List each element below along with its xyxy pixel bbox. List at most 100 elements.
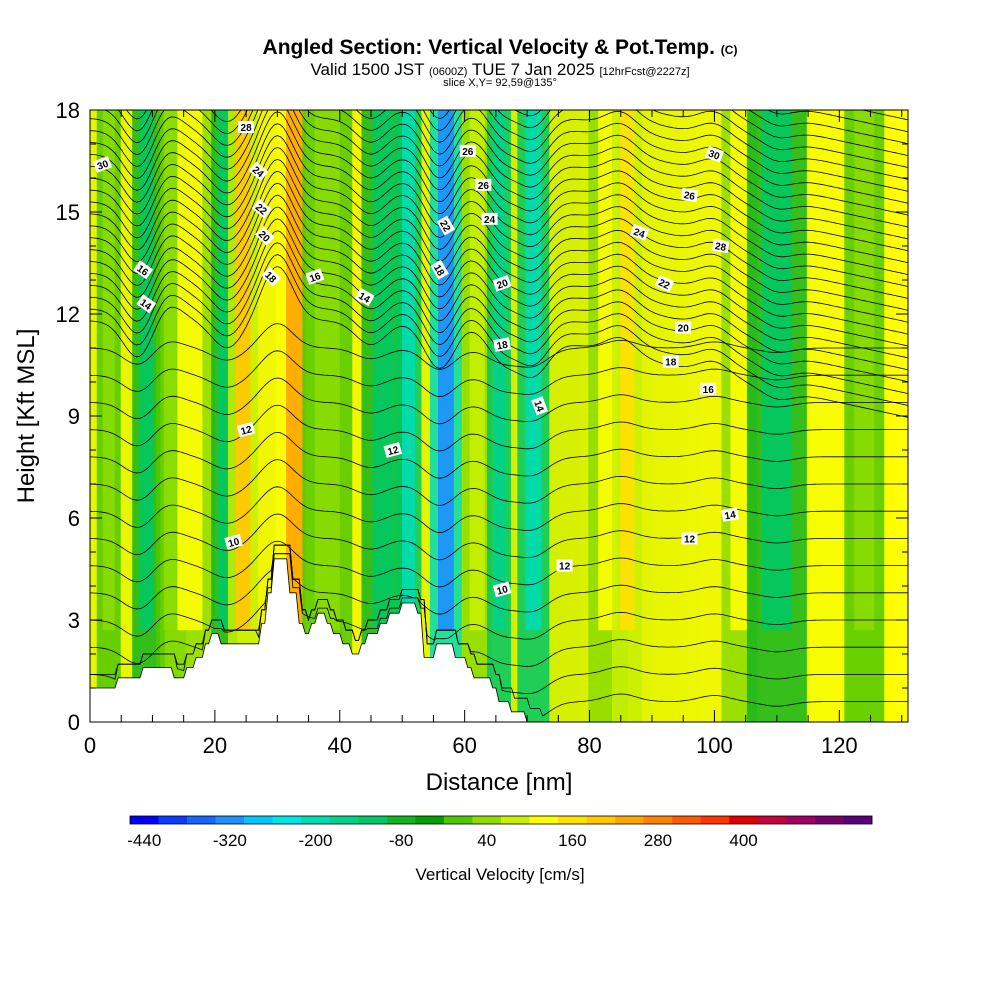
- theta-contour-line: [126, 110, 908, 180]
- colorbar-tick-label: -200: [298, 831, 332, 850]
- contour-label-bg: [354, 287, 375, 307]
- theta-contour-labels: 30 16 14 28 24 22 20 18 16 14 26 26 24 22 18 20 18 14 30 26…: [92, 121, 739, 598]
- contour-label-bg: [662, 355, 679, 368]
- contour-label-text: 20: [496, 278, 511, 292]
- velocity-field: [96, 110, 885, 722]
- contour-label-bg: [675, 321, 692, 334]
- colorbar-swatch: [415, 816, 445, 824]
- contour-label: 18: [662, 355, 679, 369]
- x-tick-label: 60: [452, 733, 476, 758]
- contour-label: 10: [224, 533, 243, 550]
- y-tick-label: 3: [68, 608, 80, 633]
- plot-area: 30 16 14 28 24 22 20 18 16 14 26 26 24 22 18 20 18 14 30 26…: [90, 110, 908, 722]
- contour-label-bg: [248, 161, 269, 181]
- colorbar-swatch: [358, 816, 388, 824]
- y-tick-label: 0: [68, 710, 80, 735]
- colorbar-swatch: [158, 816, 188, 824]
- valid-date: TUE 7 Jan 2025: [471, 60, 595, 79]
- y-tick-label: 12: [56, 302, 80, 327]
- contour-label-text: 24: [632, 227, 647, 241]
- colorbar-tick-label: -320: [213, 831, 247, 850]
- contour-label-text: 18: [496, 340, 509, 353]
- colorbar-tick-label: 400: [729, 831, 757, 850]
- theta-contour-line: [90, 230, 908, 383]
- contour-label-text: 26: [462, 147, 474, 158]
- contour-label-bg: [629, 224, 650, 241]
- theta-contour-line: [90, 513, 908, 561]
- x-tick-label: 20: [203, 733, 227, 758]
- contour-label-bg: [704, 145, 724, 163]
- chart-title-unit: (C): [720, 43, 738, 57]
- theta-contour-line: [90, 431, 908, 479]
- contour-label-text: 28: [714, 241, 727, 254]
- y-tick-label: 15: [56, 200, 80, 225]
- contour-label: 12: [681, 532, 698, 545]
- colorbar-swatch: [443, 816, 473, 824]
- colorbar-swatch: [130, 816, 159, 824]
- y-axis: 0 3 6 9 12 15 18: [56, 98, 908, 735]
- contour-label-bg: [136, 294, 157, 314]
- colorbar-swatch: [329, 816, 359, 824]
- contour-label-bg: [251, 198, 272, 219]
- contour-label-text: 26: [683, 190, 696, 203]
- chart-title: Angled Section: Vertical Velocity & Pot.…: [0, 36, 1000, 60]
- contour-label: 28: [238, 121, 255, 134]
- velocity-core: [235, 110, 251, 631]
- colorbar-swatch: [301, 816, 331, 824]
- theta-contour-line: [90, 110, 908, 240]
- theta-contour-line: [748, 110, 908, 145]
- contour-label-text: 10: [496, 584, 510, 598]
- contour-label-text: 10: [227, 536, 241, 550]
- contour-label: 16: [305, 268, 325, 285]
- theta-contour-line: [90, 158, 908, 311]
- velocity-core: [437, 110, 454, 631]
- contour-label: 26: [680, 187, 699, 203]
- velocity-core: [314, 110, 340, 631]
- contour-label: 14: [136, 294, 157, 314]
- contour-label-bg: [459, 144, 476, 157]
- contour-label-text: 22: [437, 219, 452, 235]
- contour-label-bg: [305, 268, 325, 285]
- velocity-core: [286, 110, 307, 631]
- contour-label-bg: [721, 507, 739, 522]
- colorbar-swatch: [814, 816, 844, 824]
- x-axis: 0 20 40 60 80 100 120: [84, 110, 903, 758]
- velocity-core: [525, 110, 542, 631]
- contour-label: 30: [92, 156, 113, 173]
- colorbar-swatch: [843, 816, 873, 824]
- theta-contour-line: [90, 459, 908, 506]
- velocity-core: [139, 110, 154, 631]
- contour-label-text: 14: [531, 399, 545, 414]
- contour-label-bg: [531, 396, 548, 416]
- contour-label: 26: [475, 178, 492, 192]
- contour-label-bg: [700, 382, 717, 395]
- theta-contour-line: [429, 110, 908, 168]
- contour-label-bg: [224, 533, 243, 550]
- chart-valid-time: Valid 1500 JST (0600Z) TUE 7 Jan 2025 [1…: [0, 60, 1000, 80]
- contour-label: 20: [675, 321, 692, 335]
- velocity-core: [854, 110, 875, 631]
- velocity-core: [761, 110, 792, 631]
- x-tick-label: 120: [821, 733, 858, 758]
- y-axis-title: Height [Kft MSL]: [13, 329, 40, 504]
- contour-label: 12: [236, 421, 256, 438]
- colorbar-tick-label: 40: [477, 831, 496, 850]
- x-tick-label: 80: [577, 733, 601, 758]
- colorbar-tick-label: -80: [389, 831, 414, 850]
- theta-contour-line: [90, 323, 908, 370]
- theta-contour-line: [90, 123, 908, 275]
- colorbar-swatch: [215, 816, 245, 824]
- contour-label: 12: [556, 559, 573, 573]
- colorbar: -440 -320 -200 -80 40 160 280 400: [127, 815, 873, 850]
- colorbar-swatch: [643, 816, 673, 824]
- x-tick-label: 100: [696, 733, 733, 758]
- contour-label-text: 30: [96, 159, 111, 173]
- contour-label: 12: [383, 442, 403, 458]
- contour-label-text: 20: [678, 324, 690, 335]
- contour-label-bg: [430, 259, 449, 280]
- theta-contour-line: [90, 486, 908, 534]
- colorbar-frame: [129, 815, 873, 825]
- contour-label: 18: [493, 337, 512, 353]
- contour-label-bg: [680, 187, 699, 203]
